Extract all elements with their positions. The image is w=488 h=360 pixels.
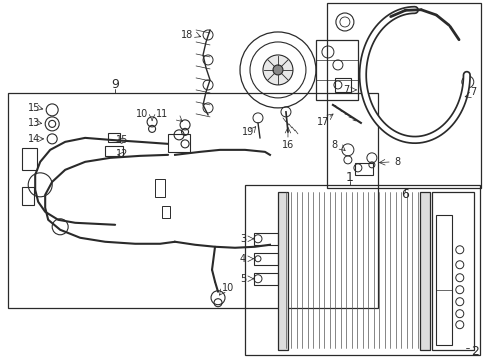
Bar xyxy=(315,40,357,100)
Text: 19: 19 xyxy=(242,127,254,137)
Text: 18: 18 xyxy=(181,30,193,40)
Text: 8: 8 xyxy=(331,140,337,150)
Bar xyxy=(168,134,190,152)
Circle shape xyxy=(272,65,283,75)
Bar xyxy=(354,163,372,175)
Text: 7: 7 xyxy=(343,85,349,95)
Bar xyxy=(277,192,287,350)
Text: 1: 1 xyxy=(345,171,353,184)
Text: 8: 8 xyxy=(394,157,400,167)
Bar xyxy=(244,185,479,355)
Bar xyxy=(22,187,34,205)
Bar xyxy=(108,133,120,142)
Bar xyxy=(419,192,429,350)
Text: 15: 15 xyxy=(116,135,128,145)
Bar xyxy=(162,206,170,218)
Text: 4: 4 xyxy=(240,254,245,264)
Text: 3: 3 xyxy=(240,234,245,244)
Bar xyxy=(22,148,37,170)
Text: 16: 16 xyxy=(281,140,293,150)
Text: 10: 10 xyxy=(222,283,234,293)
Circle shape xyxy=(263,55,292,85)
Text: 15: 15 xyxy=(28,103,41,113)
Text: 13: 13 xyxy=(28,118,41,128)
Bar xyxy=(326,3,480,188)
Bar xyxy=(435,215,451,345)
Bar xyxy=(105,146,123,156)
Text: 10: 10 xyxy=(136,109,148,119)
Bar xyxy=(334,78,350,92)
Bar xyxy=(8,93,377,308)
Text: 6: 6 xyxy=(400,188,408,201)
Text: 17: 17 xyxy=(316,117,328,127)
Bar xyxy=(253,273,277,285)
Bar xyxy=(431,192,473,350)
Text: 2: 2 xyxy=(470,345,478,358)
Text: 5: 5 xyxy=(239,274,245,284)
Bar xyxy=(253,253,277,265)
Text: 7: 7 xyxy=(469,87,476,97)
Text: 12: 12 xyxy=(116,149,128,159)
Bar xyxy=(253,233,277,245)
Text: 11: 11 xyxy=(156,109,168,119)
Bar xyxy=(155,179,165,197)
Text: 9: 9 xyxy=(111,78,119,91)
Text: 14: 14 xyxy=(28,134,41,144)
